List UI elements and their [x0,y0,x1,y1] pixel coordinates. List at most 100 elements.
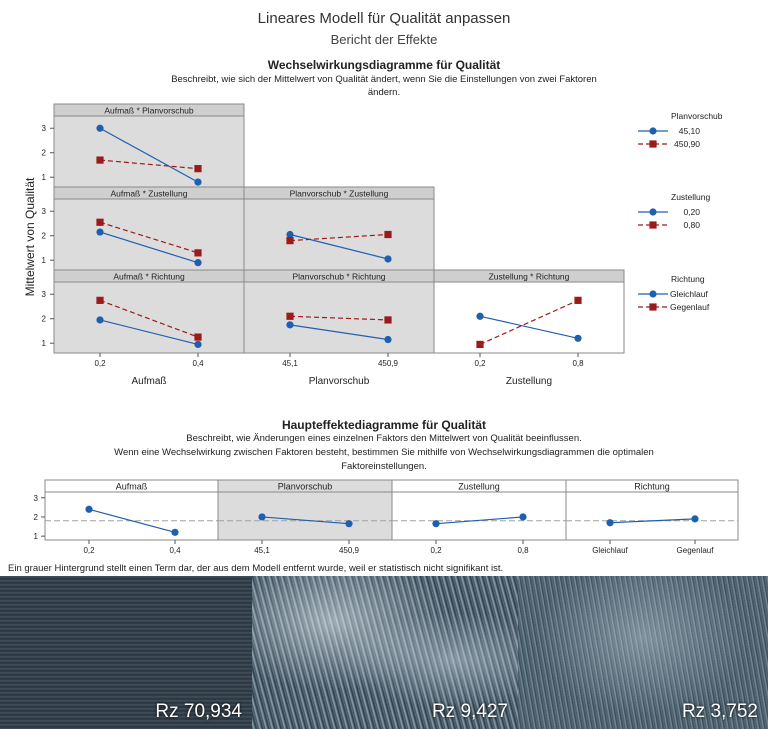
interaction-series-line [479,299,579,345]
main-effect-y-tick-label: 2 [34,513,39,522]
main-effect-panel-title: Richtung [634,482,670,492]
legend-marker [649,208,657,216]
main-effects-description-line-3: Faktoreinstellungen. [341,461,427,472]
interaction-point [574,334,582,342]
main-effect-point [519,513,527,521]
main-effects-description-line-1: Beschreibt, wie Änderungen eines einzeln… [186,433,582,444]
legend-title: Planvorschub [671,111,723,121]
interaction-series-line [289,233,389,242]
y-tick-label: 3 [42,207,47,216]
legend-marker [649,140,657,148]
interaction-panel-title: Planvorschub * Richtung [292,272,385,282]
interaction-point [574,296,582,304]
interaction-series-line [289,324,389,341]
legend-marker [649,127,657,135]
legend-entry: Gegenlauf [670,302,710,312]
legend-entry: Gleichlauf [670,289,708,299]
main-effect-line [435,516,524,525]
interaction-series-line [479,315,579,339]
interaction-point [384,335,392,344]
interaction-series-line [99,319,199,346]
interaction-point [96,316,104,324]
interaction-point [384,316,392,324]
main-effect-x-tick-label: 0,2 [430,546,442,555]
main-effect-y-tick-label: 3 [34,494,39,503]
main-effect-point [85,505,93,513]
legend-entry: 450,90 [674,139,700,149]
interaction-panel [243,186,435,271]
interaction-series-line [289,233,389,260]
x-axis-factor-label: Zustellung [506,376,552,387]
main-effect-x-tick-label: Gleichlauf [592,546,628,555]
x-tick-label: 450,9 [378,359,399,368]
y-tick-label: 2 [42,149,47,158]
y-tick-label: 1 [42,173,47,182]
interaction-point [96,228,104,236]
interaction-panel-header [433,269,625,283]
interaction-point [194,259,202,267]
interaction-panel-title: Aufmaß * Planvorschub [104,106,194,116]
main-effect-point [171,528,179,536]
interaction-point [286,237,294,245]
interaction-series-line [99,159,199,170]
footnote: Ein grauer Hintergrund stellt einen Term… [8,563,504,574]
roughness-label-1: Rz 70,934 [155,701,242,722]
main-effect-point [345,520,353,528]
interaction-panel-header [243,186,435,200]
interaction-description-line-2: ändern. [367,87,401,98]
y-tick-label: 3 [42,124,47,133]
y-tick-label: 1 [42,256,47,265]
main-effect-point [606,519,614,527]
main-effect-point [258,513,266,521]
main-effects-description-line-2: Wenn eine Wechselwirkung zwischen Faktor… [114,447,654,458]
interaction-point [384,255,392,263]
legend-marker [649,303,657,311]
legend-marker [649,290,657,298]
interaction-series-line [99,231,199,264]
main-effect-line [88,508,176,533]
interaction-point [194,340,202,349]
surface-photo-2: Rz 9,427 [252,576,518,729]
interaction-point [286,321,294,329]
legend-entry: 0,20 [683,207,700,217]
interaction-series-line [99,299,199,338]
interaction-point [96,296,104,304]
interaction-series-line [99,221,199,254]
y-tick-label: 3 [42,290,47,299]
interaction-point [476,312,484,320]
report-subtitle: Bericht der Effekte [330,32,438,47]
x-axis-factor-label: Planvorschub [309,376,370,387]
interaction-panel-title: Aufmaß * Richtung [113,272,185,282]
interaction-point [194,178,202,186]
interaction-panel-title: Zustellung * Richtung [489,272,570,282]
interaction-point [476,340,484,349]
main-effect-x-tick-label: 0,4 [169,546,181,555]
roughness-label-3: Rz 3,752 [681,701,758,722]
x-tick-label: 0,4 [192,359,204,368]
x-tick-label: 0,2 [474,359,486,368]
interaction-panel [433,269,625,354]
interaction-panel [243,269,435,354]
interaction-description-line-1: Beschreibt, wie sich der Mittelwert von … [171,74,597,85]
surface-photo-1: Rz 70,934 [0,576,252,729]
main-effect-x-tick-label: 45,1 [254,546,270,555]
main-effect-line [609,518,696,524]
main-effect-x-tick-label: Gegenlauf [677,546,715,555]
interaction-point [194,333,202,341]
interaction-point [286,312,294,320]
interaction-point [286,230,294,239]
main-effect-panel-title: Planvorschub [278,482,333,492]
x-axis-factor-label: Aufmaß [131,376,166,387]
y-tick-label: 1 [42,339,47,348]
effects-charts: Aufmaß * Planvorschub Aufmaß * Zustellung… [23,103,739,555]
report-title: Lineares Modell für Qualität anpassen [257,10,511,27]
interaction-panel-title: Planvorschub * Zustellung [290,189,389,199]
main-effect-panel-title: Zustellung [458,482,500,492]
x-tick-label: 0,8 [572,359,584,368]
interaction-panel-title: Aufmaß * Zustellung [110,189,187,199]
interaction-point [194,165,202,173]
legend-title: Zustellung [671,192,710,202]
y-tick-label: 2 [42,232,47,241]
x-tick-label: 45,1 [282,359,298,368]
interaction-point [96,218,104,226]
